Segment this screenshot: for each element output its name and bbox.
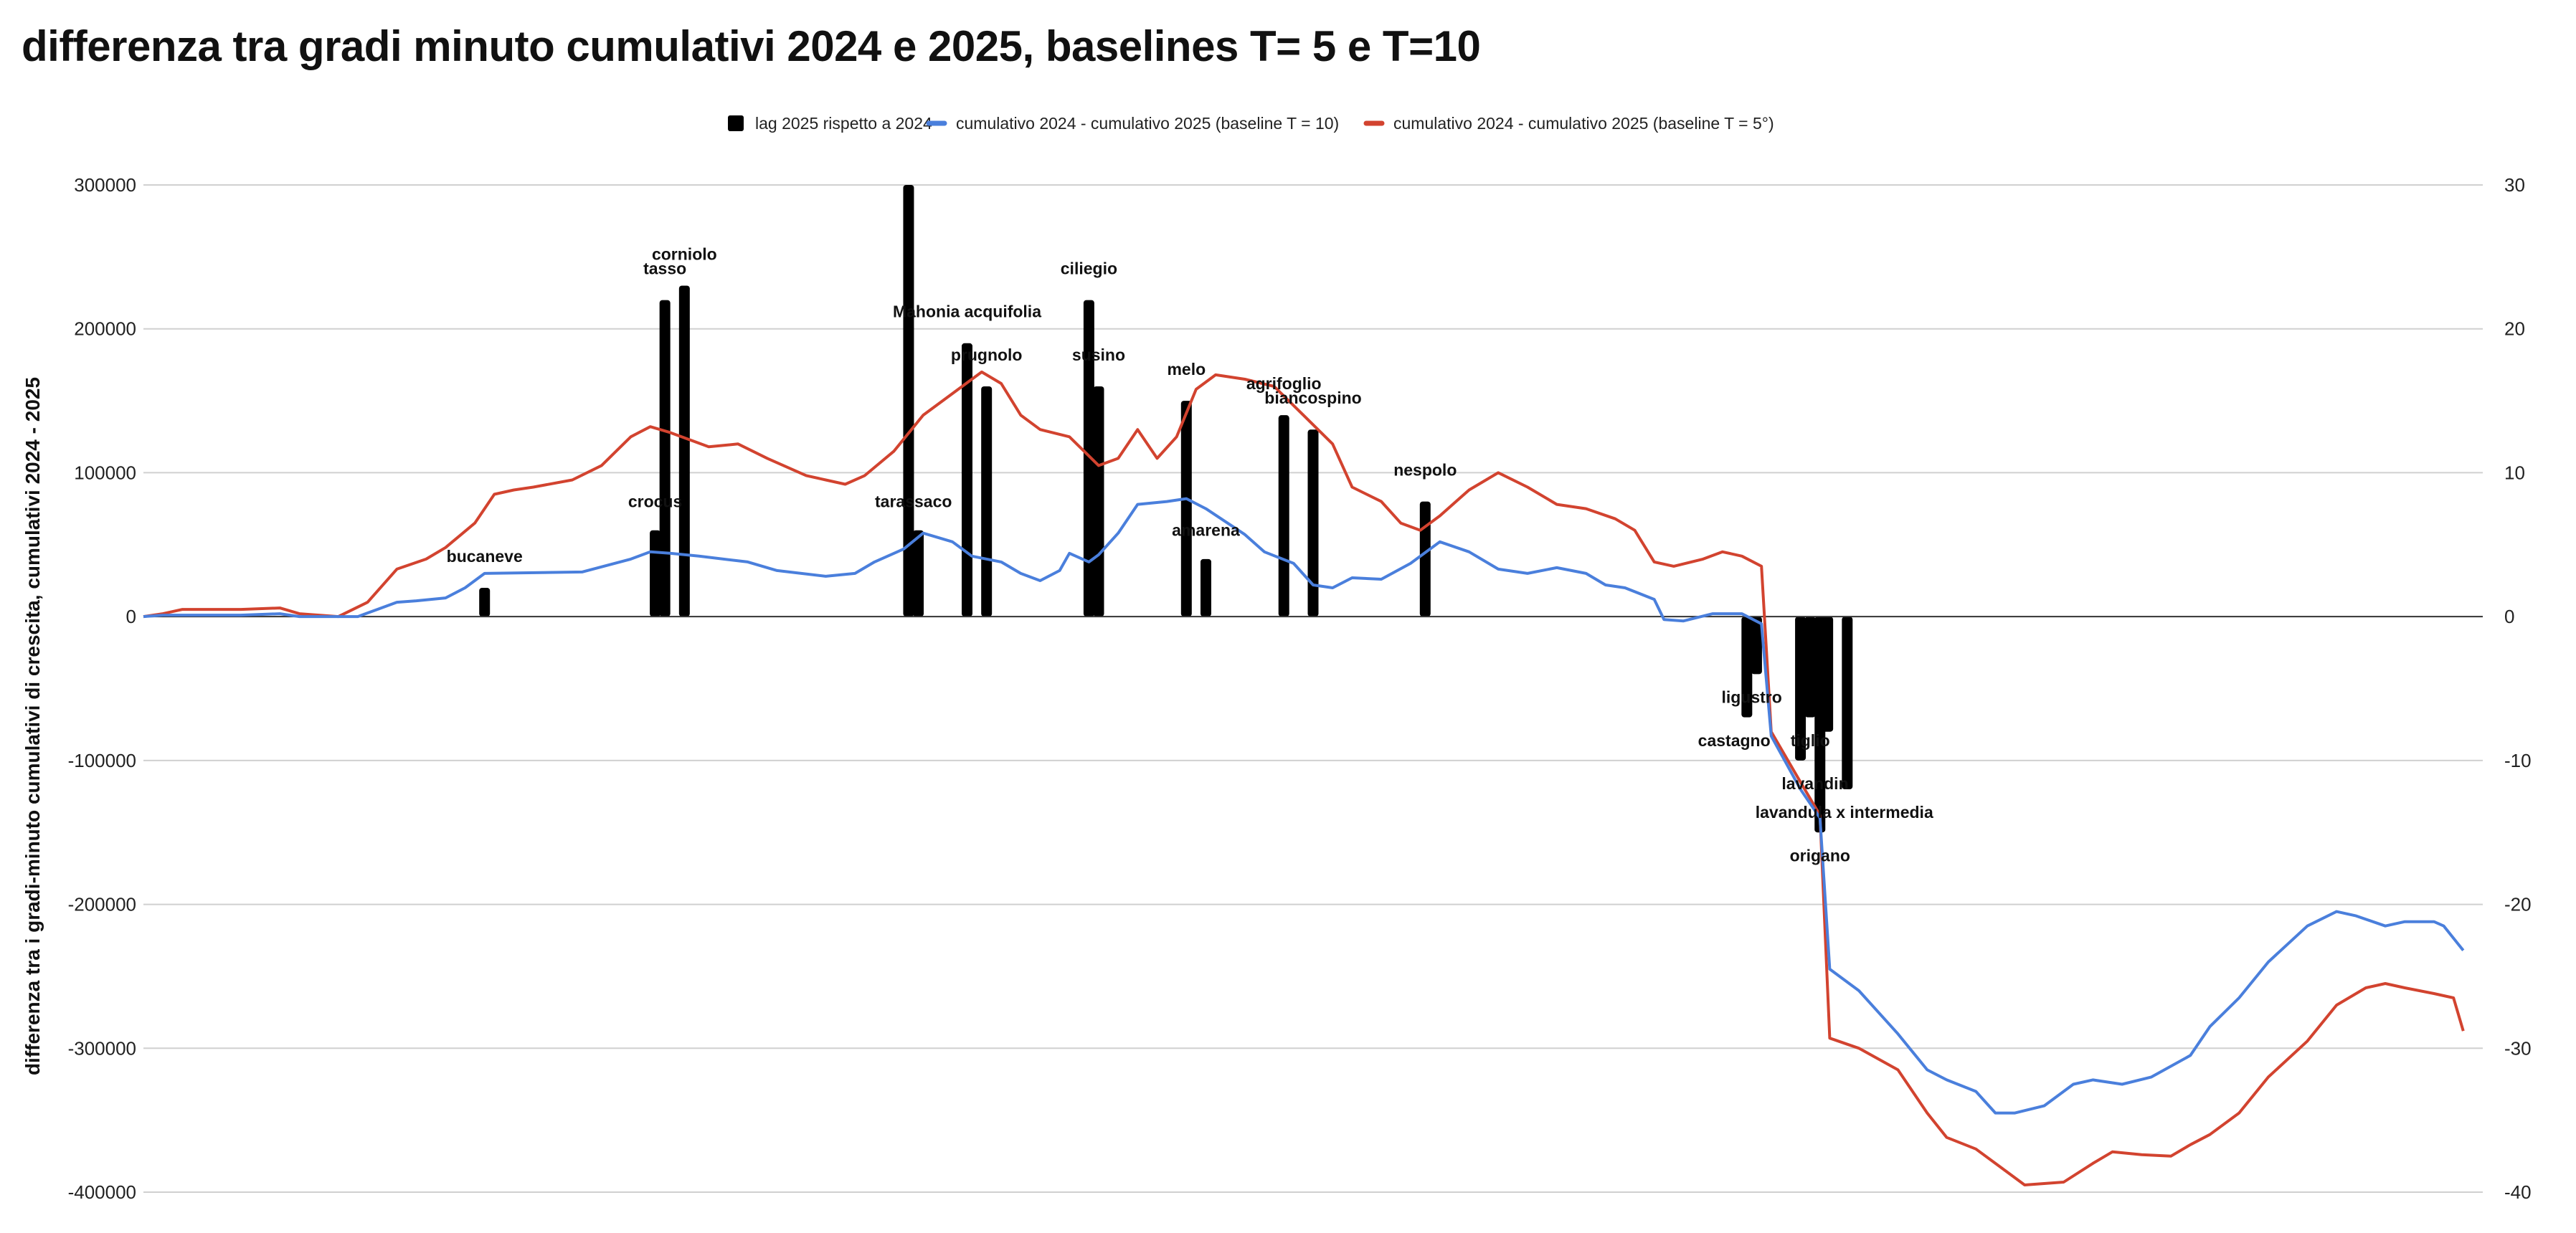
- right-tick-label: 20: [2504, 318, 2525, 340]
- bar-lag-16: [1751, 616, 1762, 675]
- bar-lag-4: [903, 185, 914, 617]
- bar-lag-20: [1822, 616, 1834, 732]
- bar-label: amarena: [1172, 521, 1240, 540]
- bar-lag-17: [1795, 616, 1806, 761]
- legend: lag 2025 rispetto a 2024 cumulativo 2024 …: [728, 114, 1774, 133]
- right-tick-label: -30: [2504, 1037, 2532, 1059]
- legend-label: lag 2025 rispetto a 2024: [755, 114, 932, 133]
- left-tick-label: 300000: [74, 174, 136, 196]
- right-tick-label: -10: [2504, 750, 2532, 771]
- bar-lag-6: [961, 343, 972, 617]
- bar-lag-5: [913, 530, 924, 617]
- gridlines: [143, 184, 2483, 1193]
- left-tick-label: -100000: [68, 750, 136, 771]
- bar-lag-3: [678, 285, 690, 617]
- bar-lag-18: [1804, 616, 1816, 718]
- bar-lag-13: [1307, 429, 1319, 617]
- bar-label: lavandin: [1781, 774, 1848, 793]
- right-tick-label: 0: [2504, 606, 2514, 627]
- bar-label: melo: [1167, 360, 1206, 379]
- bar-label: Mahonia acquifolia: [893, 303, 1041, 321]
- bar-label: agrifoglio: [1246, 374, 1322, 393]
- bar-label: ciliegio: [1061, 259, 1117, 277]
- left-tick-label: -400000: [68, 1181, 136, 1203]
- bar-series: [479, 185, 1853, 833]
- bar-label: corniolo: [652, 244, 717, 263]
- left-tick-label: 100000: [74, 462, 136, 483]
- right-tick-label: 10: [2504, 462, 2525, 483]
- bar-label: tasso: [643, 259, 686, 277]
- bar-lag-8: [1083, 300, 1094, 617]
- bar-lag-10: [1180, 401, 1192, 617]
- left-tick-label: -300000: [68, 1037, 136, 1059]
- y-axis-label: differenza tra i gradi-minuto cumulativi…: [22, 377, 44, 1075]
- right-axis-ticks: 30 20 10 0 -10 -20 -30 -40: [2504, 174, 2532, 1203]
- bar-lag-2: [659, 300, 671, 617]
- bar-label: origano: [1790, 846, 1850, 865]
- left-tick-label: 0: [126, 606, 136, 627]
- bar-label: lavandula x intermedia: [1756, 803, 1933, 822]
- right-tick-label: -20: [2504, 894, 2532, 915]
- bar-lag-11: [1200, 558, 1211, 617]
- bar-label: bucaneve: [447, 547, 523, 566]
- bar-lag-7: [981, 386, 993, 617]
- line-series: [143, 370, 2465, 1186]
- bar-lag-1: [650, 530, 661, 617]
- bar-label: ligustro: [1721, 688, 1781, 707]
- bar-lag-12: [1278, 415, 1289, 617]
- legend-label: cumulativo 2024 - cumulativo 2025 (basel…: [956, 114, 1339, 133]
- legend-label: cumulativo 2024 - cumulativo 2025 (basel…: [1393, 114, 1774, 133]
- bar-label: crocus: [628, 492, 682, 511]
- bar-label: susino: [1072, 346, 1125, 364]
- left-axis-ticks: 300000 200000 100000 0 -100000 -200000 -300000…: [68, 174, 136, 1203]
- bar-lag-9: [1093, 386, 1104, 617]
- bar-lag-15: [1741, 616, 1753, 718]
- left-tick-label: -200000: [68, 894, 136, 915]
- bar-lag-14: [1419, 501, 1431, 617]
- chart-title: differenza tra gradi minuto cumulativi 2…: [22, 22, 1481, 70]
- bar-label: tarassaco: [875, 492, 952, 511]
- bar-label: tiglio: [1791, 731, 1830, 750]
- bar-label: biancospino: [1264, 389, 1361, 407]
- bar-lag-21: [1842, 616, 1853, 789]
- right-tick-label: 30: [2504, 174, 2525, 196]
- legend-swatch-bar: [728, 115, 744, 131]
- bar-label: castagno: [1698, 731, 1771, 750]
- bar-label: prugnolo: [951, 346, 1023, 364]
- right-tick-label: -40: [2504, 1181, 2532, 1203]
- left-tick-label: 200000: [74, 318, 136, 340]
- series-line-baseline-t5: [143, 370, 2465, 1186]
- bar-lag-0: [479, 588, 491, 617]
- series-line-baseline-t10: [143, 497, 2465, 1115]
- bar-label: nespolo: [1393, 460, 1457, 479]
